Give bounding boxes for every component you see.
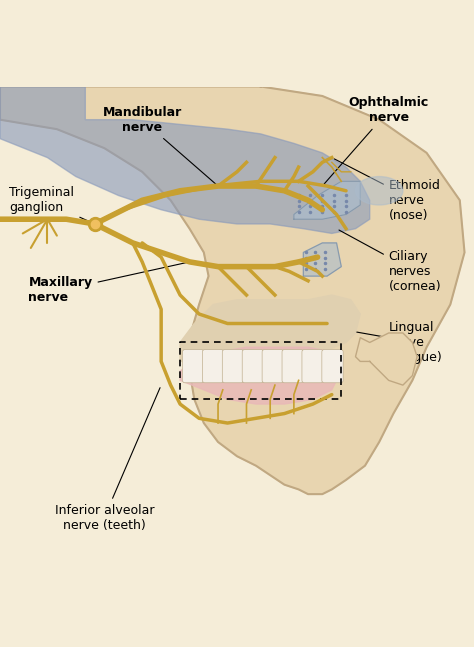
Text: Maxillary
nerve: Maxillary nerve [28,263,187,304]
Polygon shape [0,87,370,234]
Text: Ethmoid
nerve
(nose): Ethmoid nerve (nose) [334,159,440,222]
FancyBboxPatch shape [182,349,204,383]
Text: Ophthalmic
nerve: Ophthalmic nerve [324,96,429,184]
Polygon shape [0,87,465,494]
FancyBboxPatch shape [202,349,224,383]
Ellipse shape [356,177,403,205]
Text: Inferior alveolar
nerve (teeth): Inferior alveolar nerve (teeth) [55,388,160,532]
FancyBboxPatch shape [322,349,343,383]
Polygon shape [294,181,360,219]
FancyBboxPatch shape [222,349,244,383]
FancyBboxPatch shape [302,349,323,383]
Polygon shape [303,243,341,276]
Text: Trigeminal
ganglion: Trigeminal ganglion [9,186,92,223]
FancyBboxPatch shape [262,349,283,383]
FancyBboxPatch shape [242,349,264,383]
Text: Ciliary
nerves
(cornea): Ciliary nerves (cornea) [339,230,441,293]
Polygon shape [180,295,360,362]
FancyBboxPatch shape [282,349,303,383]
Polygon shape [356,333,417,385]
Text: Mandibular
nerve: Mandibular nerve [102,106,216,184]
Text: Lingual
nerve
(tongue): Lingual nerve (tongue) [311,321,442,364]
Polygon shape [180,347,341,404]
